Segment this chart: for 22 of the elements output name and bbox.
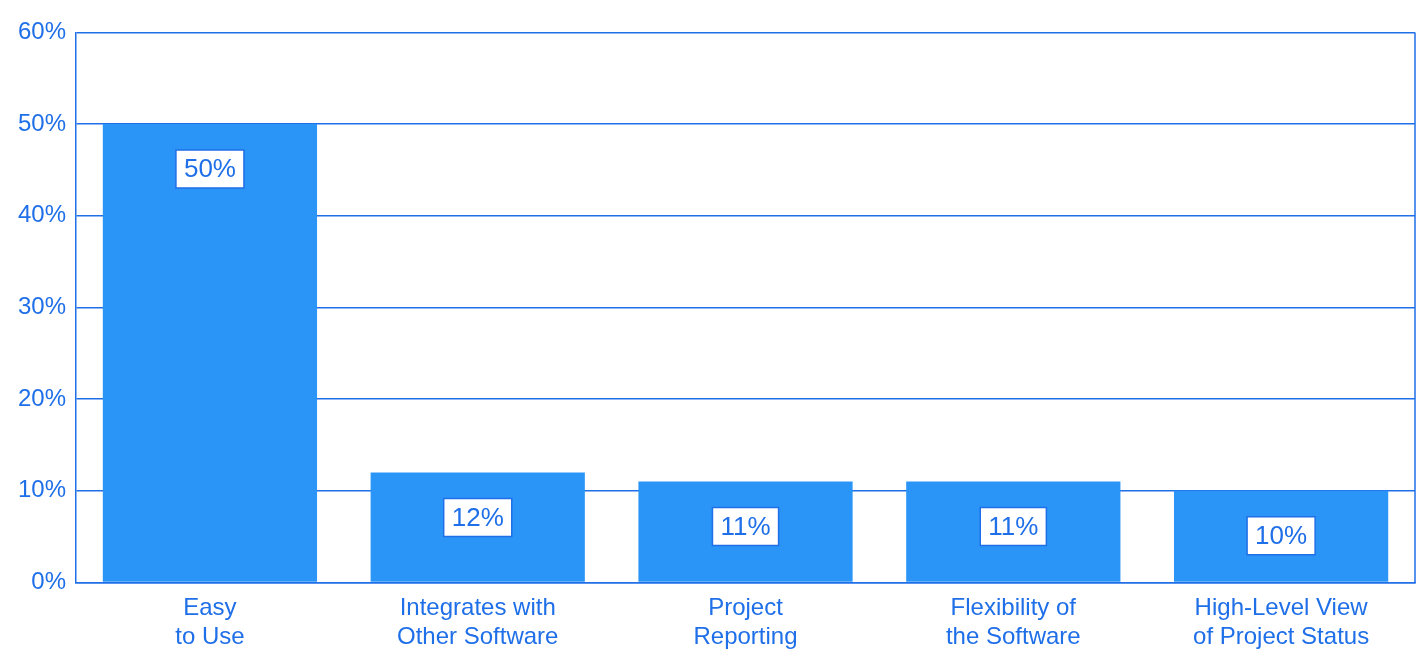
x-tick-label: Easy to Use: [175, 593, 245, 650]
data-label: 11%: [720, 510, 771, 541]
x-tick-label: Integrates with Other Software: [397, 593, 559, 650]
y-tick-label: 0%: [31, 567, 67, 595]
y-tick-label: 20%: [17, 383, 67, 411]
data-label: 12%: [451, 501, 504, 532]
x-tick-label: High-Level View of Project Status: [1193, 593, 1370, 650]
bar: [102, 124, 318, 582]
y-tick-label: 40%: [17, 200, 67, 228]
bar: [638, 481, 853, 582]
data-label: 10%: [1255, 519, 1308, 550]
data-label: 50%: [183, 153, 236, 184]
x-tick-label: Flexibility of the Software: [945, 593, 1081, 650]
bar: [906, 481, 1121, 582]
bar: [1173, 490, 1389, 582]
y-tick-label: 50%: [17, 108, 67, 136]
y-tick-label: 30%: [17, 292, 67, 320]
y-tick-label: 10%: [17, 475, 67, 503]
data-label: 11%: [988, 510, 1039, 541]
bar: [370, 472, 585, 582]
y-tick-label: 60%: [17, 17, 67, 45]
x-tick-label: Project Reporting: [693, 593, 798, 650]
